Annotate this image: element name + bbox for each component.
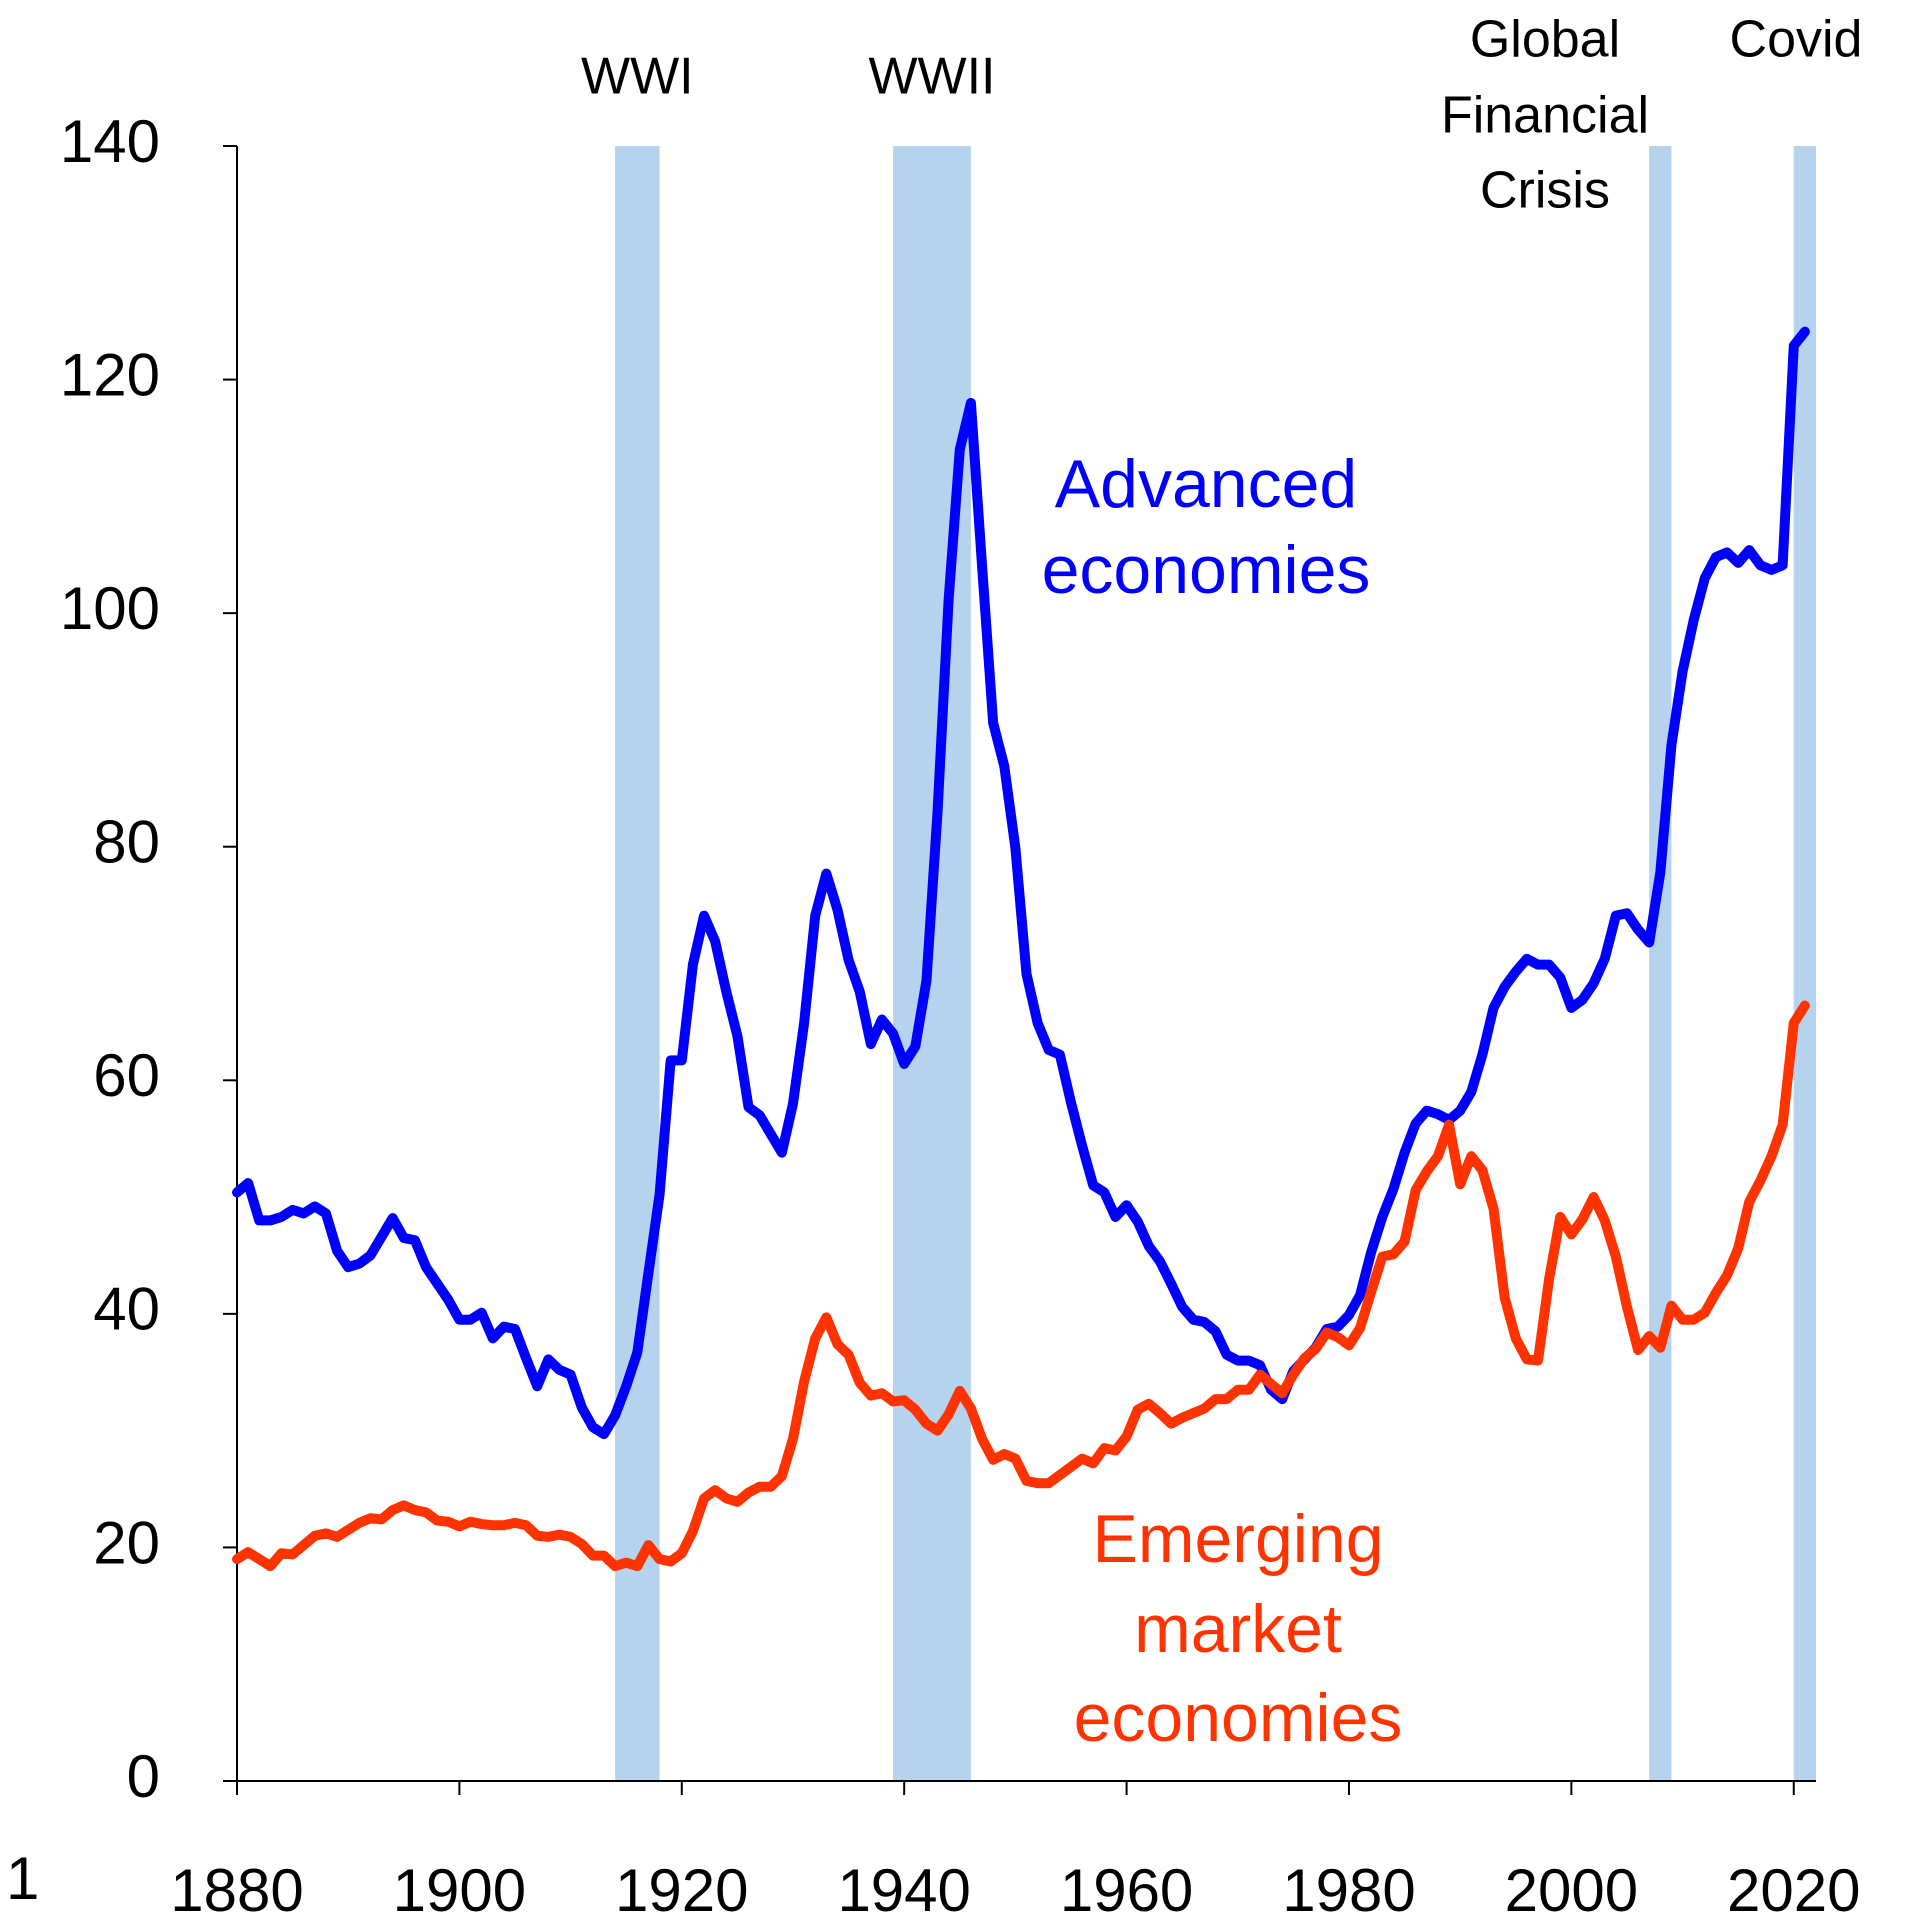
y-tick-label: 0 (127, 1743, 160, 1810)
period-label: Covid (1730, 11, 1863, 69)
period-label: Crisis (1480, 162, 1610, 220)
x-tick-label: 1980 (1282, 1857, 1415, 1924)
series-label: market (1134, 1591, 1342, 1667)
x-tick-label: 2020 (1727, 1857, 1860, 1924)
shaded-period (1649, 146, 1672, 1781)
series-line (232, 1000, 1810, 1572)
y-tick-label: 80 (93, 809, 160, 876)
corner-text: 1 (6, 1845, 39, 1912)
x-tick-label: 1940 (837, 1857, 970, 1924)
x-tick-label: 2000 (1505, 1857, 1638, 1924)
period-label: WWI (581, 48, 694, 106)
series-line (232, 326, 1810, 1440)
x-tick-label: 1920 (615, 1857, 748, 1924)
series-label: Advanced (1055, 446, 1357, 522)
shaded-period (1793, 146, 1816, 1781)
series-label: economies (1042, 532, 1371, 608)
y-tick-label: 100 (60, 575, 160, 642)
series-label: economies (1074, 1680, 1403, 1756)
x-tick-label: 1960 (1060, 1857, 1193, 1924)
period-label: WWII (868, 48, 995, 106)
y-tick-label: 20 (93, 1509, 160, 1576)
y-tick-label: 60 (93, 1042, 160, 1109)
series-label: Emerging (1092, 1501, 1383, 1577)
period-label: Global (1470, 11, 1620, 69)
x-tick-label: 1880 (170, 1857, 303, 1924)
period-label: Financial (1441, 87, 1649, 145)
shaded-period (615, 146, 660, 1781)
x-tick-label: 1900 (393, 1857, 526, 1924)
y-tick-label: 140 (60, 108, 160, 175)
y-tick-label: 40 (93, 1276, 160, 1343)
y-tick-label: 120 (60, 341, 160, 408)
